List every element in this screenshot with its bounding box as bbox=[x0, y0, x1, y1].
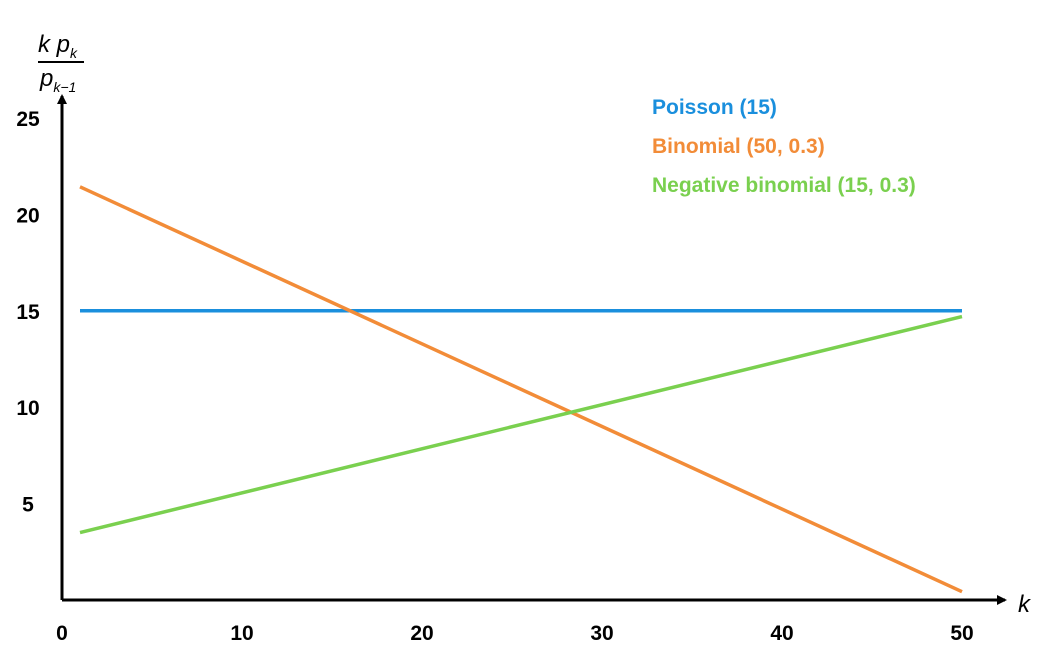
series-line-3 bbox=[79, 314, 963, 535]
y-axis-label-numerator-sub: k bbox=[70, 45, 78, 61]
y-tick-label: 15 bbox=[16, 301, 40, 324]
y-axis-label-numerator: k p bbox=[38, 31, 70, 58]
y-axis-label: k pk pk−1 bbox=[38, 31, 84, 95]
series-line-2 bbox=[79, 185, 963, 594]
svg-text:k pk: k pk bbox=[38, 31, 78, 61]
legend-entry: Negative binomial (15, 0.3) bbox=[652, 174, 916, 197]
x-tick-label: 10 bbox=[230, 622, 253, 645]
y-tick-label: 5 bbox=[22, 494, 34, 517]
x-tick-label: 30 bbox=[590, 622, 613, 645]
x-tick-labels: 0 10 20 30 40 50 bbox=[56, 622, 974, 645]
y-tick-label: 20 bbox=[16, 204, 39, 227]
y-tick-labels: 5 10 15 20 25 bbox=[16, 108, 40, 517]
x-tick-label: 0 bbox=[56, 622, 68, 645]
legend-entry: Binomial (50, 0.3) bbox=[652, 135, 825, 158]
svg-text:pk−1: pk−1 bbox=[39, 65, 76, 95]
y-axis-label-denominator-sub: k−1 bbox=[53, 79, 76, 95]
x-tick-label: 50 bbox=[950, 622, 973, 645]
y-axis-label-denominator: p bbox=[39, 65, 53, 92]
x-tick-label: 40 bbox=[770, 622, 793, 645]
y-tick-label: 25 bbox=[16, 108, 40, 131]
x-axis-label: k bbox=[1018, 591, 1032, 618]
y-tick-label: 10 bbox=[16, 397, 39, 420]
series-lines bbox=[79, 185, 963, 594]
legend-entry: Poisson (15) bbox=[652, 96, 777, 119]
x-tick-label: 20 bbox=[410, 622, 433, 645]
legend: Poisson (15) Binomial (50, 0.3) Negative b… bbox=[652, 96, 916, 197]
